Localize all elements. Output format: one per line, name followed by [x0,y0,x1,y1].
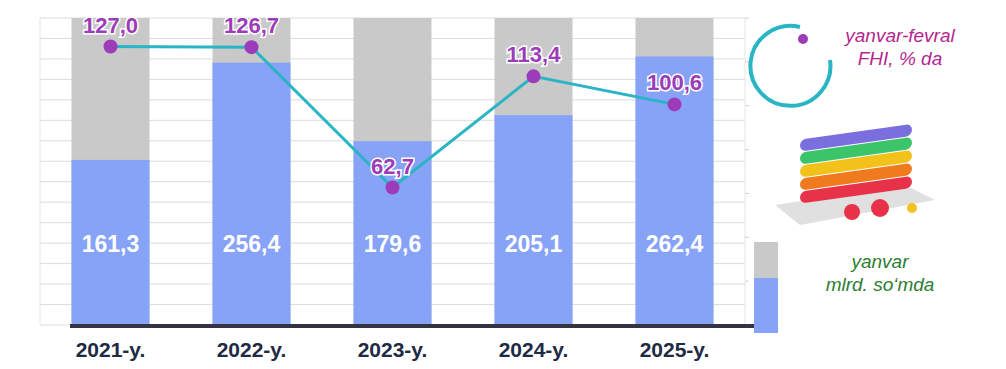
x-tick-label: 2023-y. [358,338,428,361]
line-marker [386,181,400,195]
line-label: 126,7 [224,13,279,38]
legend-label: yanvar-fevralFHI, % da [843,25,955,69]
x-tick-labels: 2021-y. 2022-y. 2023-y. 2024-y. 2025-y. [76,338,710,361]
icon-roll [800,176,912,204]
x-tick-label: 2022-y. [217,338,287,361]
line-label: 62,7 [371,154,414,179]
y2-axis-line [745,18,746,325]
x-tick-label: 2021-y. [76,338,146,361]
legend-bar-icon-top [754,242,778,278]
legend-label: yanvarmlrd. so‘mda [826,251,935,295]
legend-bar-icon [754,278,778,333]
line-label: 100,6 [647,70,702,95]
line-marker [104,40,118,54]
legend-label-line: yanvar [849,251,909,272]
y-axis [40,18,41,325]
textile-icon [775,124,935,225]
line [111,47,675,188]
y2-tick [745,237,749,238]
legend-line-icon [750,26,830,106]
column-background [72,18,150,325]
x-tick-label: 2025-y. [640,338,710,361]
line-marker [245,40,259,54]
bar [354,141,432,325]
x-tick-label: 2024-y. [499,338,569,361]
icon-spool [907,203,917,213]
legend-marker-icon [798,34,808,44]
legend-label-line: FHI, % da [858,48,942,69]
bar [636,56,714,325]
data-labels: 161,3 256,4 179,6 205,1 262,4 127,0 126,7 62,7 1… [82,13,704,257]
icon-spool [871,199,889,217]
y2-axis [745,18,749,325]
legend: yanvar-fevralFHI, % da yanvarmlrd. so‘mda [750,25,955,333]
y2-tick [745,281,749,282]
column-background [213,18,291,325]
column-background [354,18,432,325]
chart: 161,3 256,4 179,6 205,1 262,4 127,0 126,7 62,7 1… [0,0,1006,369]
line-label: 113,4 [507,42,562,67]
legend-label-line: mlrd. so‘mda [826,274,935,295]
marks [72,40,714,325]
y2-tick [745,105,749,106]
bar [495,115,573,325]
line-marker [527,69,541,83]
icon-spool [844,204,860,220]
bar [213,63,291,325]
bar-label: 161,3 [82,231,140,257]
column-backgrounds [72,18,714,325]
y2-tick [745,61,749,62]
legend-label-line: yanvar-fevral [843,25,955,46]
bar-label: 205,1 [505,231,563,257]
bar-label: 262,4 [646,231,704,257]
bar-label: 256,4 [223,231,281,257]
x-axis [70,324,755,328]
line-label: 127,0 [83,13,138,38]
column-background [495,18,573,325]
column-background [636,18,714,325]
y2-tick [745,193,749,194]
grid [40,18,745,325]
bar [72,160,150,325]
y2-tick [745,149,749,150]
bar-label: 179,6 [364,231,422,257]
y2-tick [745,18,749,19]
line-marker [668,97,682,111]
